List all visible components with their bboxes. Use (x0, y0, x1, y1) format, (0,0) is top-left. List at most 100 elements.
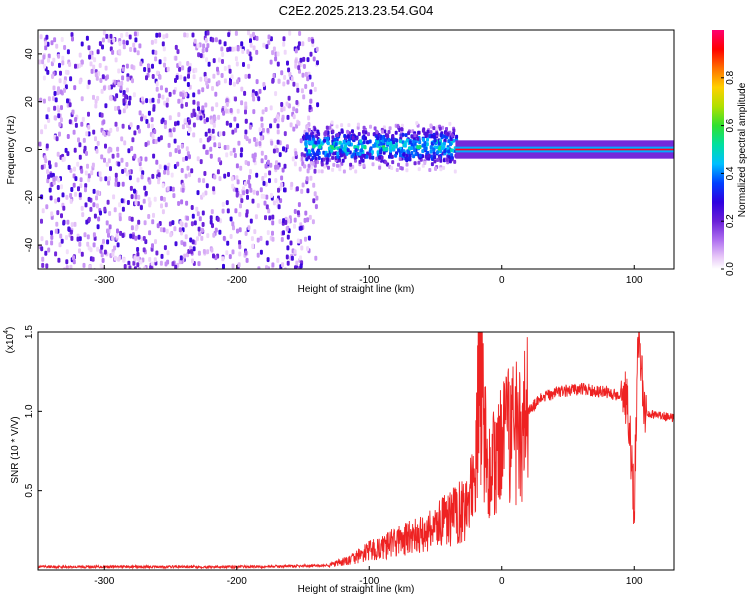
spectrogram-cell (246, 194, 249, 200)
spectrogram-cell (281, 262, 285, 268)
spectrogram-cell (306, 76, 310, 82)
spectrogram-cell (209, 146, 213, 152)
spectrogram-cell (92, 242, 96, 248)
spectrogram-cell (59, 233, 63, 239)
spectrogram-cell (129, 122, 133, 128)
spectrogram-cell (418, 153, 422, 158)
spectrogram-cell (133, 255, 137, 261)
spectrogram-cell (453, 159, 457, 164)
spectrogram-cell (124, 94, 128, 99)
spectrogram-cell (50, 230, 53, 236)
spectrogram-cell (174, 55, 178, 61)
spectrogram-cell (261, 127, 265, 133)
spectrogram-cell (213, 142, 217, 148)
spectrogram-cell (273, 118, 277, 124)
spectrogram-cell (130, 225, 134, 231)
spectrogram-cell (127, 260, 131, 266)
spectrogram-cell (70, 187, 74, 192)
spectrogram-cell (81, 212, 85, 218)
spectrogram-cell (256, 203, 260, 209)
spectrogram-cell (46, 169, 49, 175)
spectrogram-cell (445, 127, 448, 131)
spectrogram-cell (364, 130, 368, 135)
spectrogram-ylabel: Frequency (Hz) (6, 116, 17, 185)
spectrogram-cell (406, 150, 410, 155)
spectrogram-cell (394, 130, 398, 135)
spectrogram-cell (116, 146, 120, 152)
spectrogram-cell (101, 44, 104, 50)
spectrogram-cell (410, 134, 414, 139)
spectrogram-cell (201, 87, 205, 93)
spectrogram-cell (148, 257, 152, 262)
spectrogram-cell (297, 41, 301, 47)
spectrogram-cell (136, 262, 140, 268)
spectrogram-cell (317, 156, 321, 160)
multiplier-close: ) (5, 327, 16, 330)
spectrogram-cell (98, 63, 102, 68)
spectrogram-cell (282, 81, 286, 87)
spectrogram-cell (265, 44, 269, 50)
spectrogram-cell (202, 249, 206, 254)
spectrogram-cell (163, 124, 167, 129)
spectrogram-cell (212, 135, 216, 141)
spectrogram-cell (38, 59, 42, 65)
spectrogram-cell (104, 75, 108, 81)
spectrogram-cell (388, 145, 392, 150)
spectrogram-cell (214, 227, 218, 233)
spectrogram-xlabel: Height of straight line (km) (298, 284, 415, 295)
spectrogram-cell (164, 87, 168, 93)
spectrogram-cell (258, 88, 262, 94)
spectrogram-cell (73, 85, 77, 91)
spectrogram-cell (255, 49, 259, 55)
spectrogram-cell (74, 63, 77, 69)
spectrogram-cell (240, 198, 244, 204)
spectrogram-cell (227, 32, 231, 38)
spectrogram-cell (70, 235, 74, 241)
spectrogram-cell (356, 122, 360, 127)
spectrogram-cell (347, 140, 350, 145)
spectrogram-cell (306, 246, 309, 252)
spectrogram-cell (58, 242, 62, 248)
spectrogram-cell (212, 58, 216, 64)
spectrogram-cell (121, 66, 125, 72)
spectrogram-cell (251, 198, 255, 204)
spectrogram-cell (245, 212, 249, 218)
spectrogram-cell (81, 116, 85, 122)
spectrogram-cell (154, 50, 158, 56)
spectrogram-cell (199, 138, 203, 143)
spectrogram-cell (69, 198, 73, 204)
spectrogram-cell (293, 209, 297, 214)
spectrogram-cell (207, 128, 211, 134)
ytick-label: 40 (24, 48, 35, 60)
spectrogram-cell (404, 156, 408, 161)
spectrogram-cell (120, 80, 124, 86)
spectrogram-cell (333, 137, 337, 142)
spectrogram-cell (151, 173, 155, 179)
spectrogram-cell (352, 152, 356, 157)
spectrogram-cell (256, 252, 260, 258)
spectrogram-cell (60, 105, 63, 111)
spectrogram-cell (307, 115, 311, 121)
spectrogram-cell (206, 233, 210, 239)
spectrogram-cell (292, 106, 296, 112)
spectrogram-cell (71, 36, 74, 42)
spectrogram-cell (49, 195, 53, 201)
spectrogram-cell (117, 181, 121, 187)
spectrogram-cell (111, 153, 115, 159)
spectrogram-cell (205, 80, 209, 86)
spectrogram-cell (190, 168, 194, 174)
spectrogram-cell (244, 160, 248, 165)
spectrogram-cell (63, 79, 67, 85)
spectrogram-cell (332, 162, 336, 167)
spectrogram-cell (264, 172, 267, 178)
spectrogram-cell (307, 127, 311, 132)
spectrogram-cell (66, 219, 70, 225)
spectrogram-cell (267, 40, 271, 46)
spectrogram-cell (66, 70, 70, 75)
spectrogram-cell (203, 118, 207, 124)
spectrogram-cell (249, 33, 253, 39)
spectrogram-cell (215, 102, 219, 108)
spectrogram-cell (373, 126, 377, 131)
spectrogram-cell (416, 136, 420, 141)
spectrogram-cell (264, 163, 268, 169)
